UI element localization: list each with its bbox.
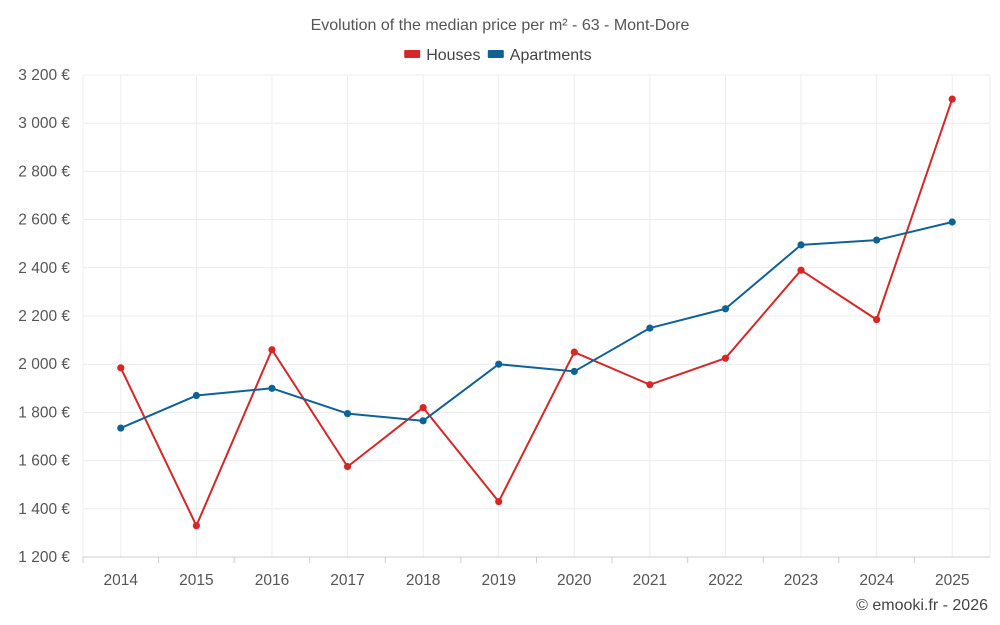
data-point-houses[interactable]	[495, 497, 503, 506]
x-tick-label: 2023	[784, 572, 818, 589]
data-point-apartments[interactable]	[268, 384, 276, 392]
x-tick-label: 2025	[935, 572, 969, 589]
data-point-apartments[interactable]	[948, 218, 956, 226]
y-tick-label: 2 200 €	[18, 308, 70, 325]
gridlines	[82, 74, 991, 558]
legend-item-apartments[interactable]: Apartments	[487, 47, 592, 64]
data-point-houses[interactable]	[192, 522, 200, 530]
series-line-apartments	[120, 221, 953, 429]
legend-label: Apartments	[510, 47, 592, 64]
x-tick-label: 2016	[255, 572, 289, 589]
data-point-apartments[interactable]	[873, 236, 881, 244]
x-tick-label: 2022	[708, 572, 742, 589]
data-point-apartments[interactable]	[797, 241, 805, 249]
data-point-houses[interactable]	[343, 463, 352, 471]
data-point-houses[interactable]	[570, 348, 578, 356]
series-layer	[117, 95, 956, 530]
data-point-houses[interactable]	[873, 316, 881, 324]
data-point-houses[interactable]	[797, 266, 805, 274]
x-tick-label: 2019	[481, 572, 515, 589]
chart-title: Evolution of the median price per m² - 6…	[311, 17, 690, 34]
data-point-apartments[interactable]	[495, 360, 503, 368]
x-tick-label: 2024	[859, 572, 894, 589]
series-apartments	[117, 218, 956, 432]
series-houses	[117, 95, 956, 530]
x-tick-label: 2017	[330, 572, 364, 589]
data-point-apartments[interactable]	[646, 324, 654, 332]
x-tick-label: 2018	[406, 572, 440, 589]
data-point-houses[interactable]	[268, 346, 276, 354]
data-point-houses[interactable]	[117, 364, 125, 372]
y-tick-label: 2 800 €	[18, 163, 70, 180]
data-point-houses[interactable]	[419, 403, 427, 412]
y-tick-label: 1 600 €	[18, 453, 70, 470]
y-tick-label: 2 600 €	[18, 212, 70, 229]
data-point-apartments[interactable]	[343, 410, 352, 418]
legend: Houses Apartments	[404, 47, 592, 64]
credit-text: © emooki.fr - 2026	[856, 597, 988, 614]
legend-swatch	[487, 50, 504, 58]
y-tick-label: 2 000 €	[18, 356, 70, 373]
data-point-apartments[interactable]	[192, 391, 200, 400]
y-tick-label: 1 200 €	[18, 549, 70, 566]
y-axis-ticks: 1 200 € 1 400 € 1 600 € 1 800 € 2 000 € 2 200…	[18, 67, 70, 566]
data-point-houses[interactable]	[948, 95, 956, 103]
series-line-houses	[119, 98, 954, 527]
y-tick-label: 2 400 €	[18, 260, 70, 277]
data-point-apartments[interactable]	[117, 424, 125, 432]
legend-swatch	[404, 50, 421, 58]
x-tick-label: 2015	[179, 572, 213, 589]
y-tick-label: 3 000 €	[18, 115, 70, 132]
data-point-apartments[interactable]	[419, 417, 427, 425]
x-axis-ticks: 2014 2015 2016 2017 2018 2019 2020 2021 2022 2023…	[82, 557, 969, 589]
y-tick-label: 3 200 €	[18, 67, 70, 84]
y-tick-label: 1 400 €	[18, 501, 70, 518]
x-tick-label: 2021	[633, 572, 667, 589]
y-tick-label: 1 800 €	[18, 404, 70, 421]
data-point-apartments[interactable]	[570, 367, 578, 376]
x-tick-label: 2014	[104, 572, 139, 589]
legend-item-houses[interactable]: Houses	[404, 47, 480, 64]
legend-label: Houses	[426, 47, 480, 64]
data-point-houses[interactable]	[721, 354, 730, 362]
data-point-apartments[interactable]	[721, 305, 730, 313]
data-point-houses[interactable]	[646, 381, 654, 389]
x-tick-label: 2020	[557, 572, 592, 589]
